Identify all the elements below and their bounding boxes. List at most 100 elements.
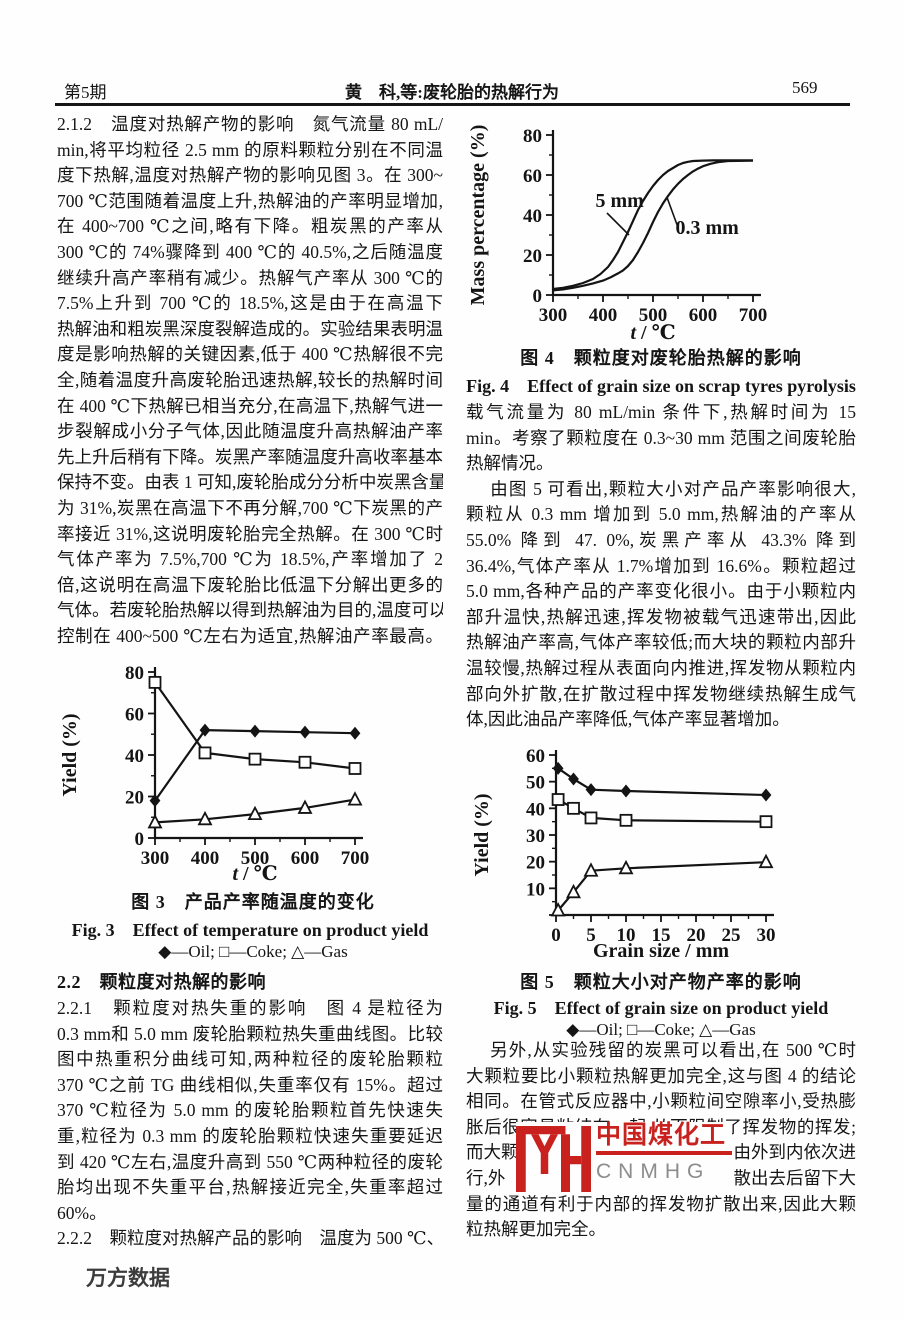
text-line: 370 ℃之前 TG 曲线相似,失重率仅有 15%。超过 <box>57 1074 443 1095</box>
text-line: 2.2.2 颗粒度对热解产品的影响 温度为 500 ℃、 <box>57 1228 443 1249</box>
header-rule <box>55 103 850 106</box>
svg-text:Yield (%): Yield (%) <box>471 793 493 876</box>
text-line: 度是影响热解的关键因素,低于 400 ℃热解很不完 <box>57 344 443 365</box>
svg-text:400: 400 <box>191 848 220 869</box>
text-line: 0.3 mm和 5.0 mm 废轮胎颗粒热失重曲线图。比较 <box>57 1023 443 1044</box>
svg-text:500: 500 <box>241 848 270 869</box>
text-line: 部升温快,热解迅速,挥发物被载气迅速带出,因此 <box>466 606 856 627</box>
svg-text:600: 600 <box>689 305 718 326</box>
text-line: 量的通道有利于内部的挥发物扩散出来,因此大颗 <box>466 1193 856 1214</box>
text-line: 热解油产率高,气体产率较低;而大块的颗粒内部升 <box>466 632 856 653</box>
svg-text:0: 0 <box>533 286 543 307</box>
svg-text:20: 20 <box>523 246 542 267</box>
page-number: 569 <box>792 78 818 97</box>
text-line: 行,外 散出去后留下大 <box>466 1167 856 1188</box>
svg-text:60: 60 <box>125 705 144 726</box>
text-line: 2.2.1 颗粒度对热失重的影响 图 4 是粒径为 <box>57 998 443 1018</box>
svg-text:Grain size / mm: Grain size / mm <box>593 940 729 961</box>
svg-text:700: 700 <box>341 848 370 869</box>
fig4-plot: 300 400 500 600 700 0 20 40 60 80 5 mm 0.3 mm t / ℃ M… <box>467 125 768 344</box>
svg-text:0: 0 <box>551 925 561 946</box>
figure-3-caption-cn: 图 3 产品产率随温度的变化 <box>131 892 375 912</box>
svg-text:t / ℃: t / ℃ <box>630 322 675 344</box>
text-line: 由图 5 可看出,颗粒大小对产品产率影响很大, <box>466 478 856 499</box>
svg-text:300: 300 <box>539 305 568 326</box>
paragraph-2-1-2: 2.1.2 温度对热解产物的影响 氮气流量 80 mL/min,将平均粒径 2.… <box>57 112 443 649</box>
paragraph-grain-size: 载气流量为 80 mL/min 条件下,热解时间为 15 min。考察了颗粒度在 … <box>466 400 856 733</box>
figure-4-chart: 300 400 500 600 700 0 20 40 60 80 5 mm 0.3 mm t / ℃ M… <box>467 112 804 349</box>
figure-5-caption-en: Fig. 5 Effect of grain size on product y… <box>493 998 829 1018</box>
svg-text:500: 500 <box>639 305 668 326</box>
figure-5-legend: ◆—Oil; □—Coke; △—Gas <box>566 1020 756 1039</box>
svg-text:25: 25 <box>722 925 741 946</box>
text-line: 36.4%,气体产率从 1.7%增加到 16.6%。颗粒超过 <box>466 555 856 576</box>
text-line: 气体产率为 7.5%,700 ℃为 18.5%,产率增加了 2 <box>57 549 443 570</box>
text-line: 气体。若废轮胎热解以得到热解油为目的,温度可以 <box>57 600 443 621</box>
text-line: 粒热解更加完全。 <box>466 1219 606 1240</box>
text-line: 60%。 <box>57 1202 107 1223</box>
text-line: 温较慢,热解过程从表面向内推进,挥发物从颗粒内 <box>466 657 856 678</box>
svg-text:40: 40 <box>125 746 144 767</box>
running-title: 黄 科,等:废轮胎的热解行为 <box>345 83 559 102</box>
figure-3-legend: ◆—Oil; □—Coke; △—Gas <box>158 942 348 961</box>
svg-text:700: 700 <box>739 305 768 326</box>
figure-3-caption-en: Fig. 3 Effect of temperature on product … <box>71 920 429 940</box>
svg-text:300: 300 <box>141 848 170 869</box>
text-line: 载气流量为 80 mL/min 条件下,热解时间为 15 <box>466 402 856 422</box>
text-line: 倍,这说明在高温下废轮胎比低温下分解出更多的 <box>57 574 443 595</box>
text-line: 保持不变。由表 1 可知,废轮胎成分分析中炭黑含量 <box>57 472 443 493</box>
issue-label: 第5期 <box>64 83 107 102</box>
svg-text:20: 20 <box>687 925 706 946</box>
text-line: 300 ℃的 74%骤降到 400 ℃的 40.5%,之后随温度 <box>57 241 443 262</box>
svg-text:20: 20 <box>526 853 545 874</box>
text-line: 控制在 400~500 ℃左右为适宜,热解油产率最高。 <box>57 625 443 646</box>
text-line: 胎均出现不失重平台,热解接近完全,失重率超过 <box>57 1177 443 1198</box>
svg-text:Yield (%): Yield (%) <box>59 713 81 796</box>
svg-text:20: 20 <box>125 788 144 809</box>
fig5-plot: 0 5 10 15 20 25 30 10 20 30 40 50 60 Grain size / mm Y… <box>471 746 776 962</box>
svg-text:60: 60 <box>526 746 545 767</box>
text-line: 继续升高产率稍有减少。热解气产率从 300 ℃的 <box>57 267 443 288</box>
svg-text:80: 80 <box>125 663 144 684</box>
svg-text:15: 15 <box>652 925 671 946</box>
text-line: min。考察了颗粒度在 0.3~30 mm 范围之间废轮胎 <box>466 427 856 448</box>
wanfang-watermark: 万方数据 <box>86 1267 170 1290</box>
svg-text:10: 10 <box>617 925 636 946</box>
svg-text:60: 60 <box>523 166 542 187</box>
figure-5-caption-cn: 图 5 颗粒大小对产物产率的影响 <box>520 972 802 992</box>
svg-text:40: 40 <box>523 206 542 227</box>
text-line: 另外,从实验残留的炭黑可以看出,在 500 ℃时 <box>466 1040 856 1060</box>
figure-4-caption-en: Fig. 4 Effect of grain size on scrap tyr… <box>466 376 856 396</box>
svg-text:10: 10 <box>526 879 545 900</box>
text-line: 全,随着温度升高废轮胎迅速热解,较长的热解时间 <box>57 369 443 390</box>
text-line: min,将平均粒径 2.5 mm 的原料颗粒分别在不同温 <box>57 139 443 160</box>
text-line: 370 ℃粒径为 5.0 mm 的废轮胎颗粒首先快速失 <box>57 1100 443 1121</box>
text-line: 2.1.2 温度对热解产物的影响 氮气流量 80 mL/ <box>57 114 443 134</box>
figure-3-chart: 300 400 500 600 700 0 20 40 60 80 t / ℃ Yield (%) <box>58 652 448 889</box>
figure-5-chart: 0 5 10 15 20 25 30 10 20 30 40 50 60 Grain size / mm Y… <box>468 735 868 966</box>
text-line: 为 31%,炭黑在高温下不再分解,700 ℃下炭黑的产 <box>57 497 443 518</box>
text-line: 颗粒从 0.3 mm 增加到 5.0 mm,热解油的产率从 <box>466 504 856 525</box>
svg-text:50: 50 <box>526 773 545 794</box>
svg-text:t / ℃: t / ℃ <box>232 863 277 884</box>
text-line: 体,因此油品产率降低,气体产率显著增加。 <box>466 709 790 730</box>
figure-4-caption-cn: 图 4 颗粒度对废轮胎热解的影响 <box>520 348 802 368</box>
text-line: 步裂解成小分子气体,因此随温度升高热解油产率 <box>57 421 443 442</box>
svg-text:5: 5 <box>586 925 596 946</box>
text-line: 重,粒径为 0.3 mm 的废轮胎颗粒快速失重要延迟 <box>57 1125 443 1146</box>
text-line: 相同。在管式反应器中,小颗粒间空隙率小,受热膨 <box>466 1091 856 1112</box>
svg-text:Mass percentage (%): Mass percentage (%) <box>468 125 489 306</box>
paragraph-2-2-1: 2.2.1 颗粒度对热失重的影响 图 4 是粒径为 0.3 mm和 5.0 mm … <box>57 996 443 1252</box>
text-line: 700 ℃范围随着温度上升,热解油的产率明显增加, <box>57 190 443 211</box>
text-line: 热解情况。 <box>466 453 554 474</box>
watermark-en-text: CNMHG <box>596 1159 711 1183</box>
cnmhg-watermark: 中国煤化工 CNMHG <box>516 1122 732 1192</box>
watermark-underline <box>596 1151 732 1155</box>
text-line: 大颗粒要比小颗粒热解更加完全,这与图 4 的结论 <box>466 1065 856 1086</box>
text-line: 热解油和粗炭黑深度裂解造成的。实验结果表明温 <box>57 318 443 339</box>
svg-text:80: 80 <box>523 126 542 147</box>
svg-text:600: 600 <box>291 848 320 869</box>
svg-text:0: 0 <box>135 829 145 850</box>
svg-text:400: 400 <box>589 305 618 326</box>
